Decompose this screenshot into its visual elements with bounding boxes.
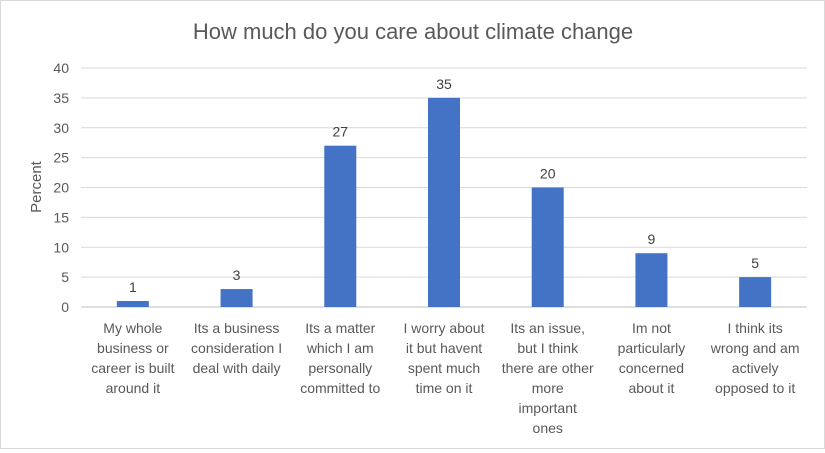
data-labels: 1 3 27 35 20 9 5 (129, 76, 759, 295)
data-label: 1 (129, 279, 137, 295)
x-tick-label: My whole business or career is built around… (91, 320, 174, 396)
x-tick-label-line: about it (628, 380, 674, 396)
y-axis-ticks: 0 5 10 15 20 25 30 35 40 (53, 60, 69, 315)
x-tick-label-line: I think its (728, 320, 783, 336)
data-label: 27 (332, 124, 348, 140)
data-label: 3 (233, 267, 241, 283)
x-tick-label-line: committed to (300, 380, 380, 396)
bar (220, 289, 253, 307)
x-tick-label-line: I worry about (404, 320, 485, 336)
bar (739, 277, 772, 307)
x-tick-label-line: there are other (502, 360, 594, 376)
data-label: 5 (751, 255, 759, 271)
x-tick-label-line: around it (106, 380, 161, 396)
x-tick-label-line: deal with daily (193, 360, 281, 376)
bar (428, 97, 460, 307)
x-tick-label: Its a business consideration I deal with d… (191, 320, 282, 376)
x-tick-label-line: concerned (619, 360, 684, 376)
x-tick-label-line: wrong and am (710, 340, 800, 356)
y-tick-label: 5 (61, 269, 69, 285)
bar (324, 145, 357, 307)
x-tick-label-line: My whole (103, 320, 162, 336)
x-tick-label: I think its wrong and am actively opposed t… (710, 320, 800, 396)
x-tick-label: Its a matter which I am personally committe… (300, 320, 380, 396)
x-tick-label-line: but I think (517, 340, 579, 356)
x-tick-label-line: consideration I (191, 340, 282, 356)
data-label: 35 (436, 76, 452, 92)
chart-title: How much do you care about climate chang… (193, 19, 633, 44)
x-tick-label-line: business or (97, 340, 169, 356)
x-tick-label: Im not particularly concerned about it (618, 320, 686, 396)
x-tick-label-line: particularly (618, 340, 686, 356)
data-label: 20 (540, 166, 556, 182)
y-tick-label: 0 (61, 299, 69, 315)
x-tick-label-line: ones (533, 420, 563, 436)
x-tick-label-line: Its a business (194, 320, 280, 336)
x-tick-label-line: actively (732, 360, 779, 376)
x-tick-label-line: opposed to it (715, 380, 795, 396)
y-tick-label: 20 (53, 180, 69, 196)
x-tick-label-line: time on it (416, 380, 473, 396)
x-tick-label-line: important (519, 400, 577, 416)
y-tick-label: 30 (53, 120, 69, 136)
y-tick-label: 40 (53, 60, 69, 76)
y-axis-label: Percent (28, 160, 45, 213)
x-tick-label-line: Im not (632, 320, 671, 336)
y-tick-label: 25 (53, 150, 69, 166)
bars (116, 97, 772, 307)
x-tick-label-line: Its a matter (305, 320, 375, 336)
x-tick-label-line: more (532, 380, 564, 396)
x-tick-label: Its an issue, but I think there are other m… (502, 320, 594, 436)
x-tick-label-line: it but havent (406, 340, 482, 356)
x-tick-label-line: which I am (306, 340, 374, 356)
bar (116, 301, 149, 307)
x-tick-label: I worry about it but havent spent much time… (404, 320, 485, 396)
y-tick-label: 15 (53, 209, 69, 225)
x-tick-label-line: Its an issue, (510, 320, 585, 336)
x-tick-label-line: career is built (91, 360, 174, 376)
y-tick-label: 10 (53, 239, 69, 255)
data-label: 9 (648, 231, 656, 247)
bar (635, 253, 668, 307)
x-axis-ticks: My whole business or career is built around… (91, 320, 799, 436)
y-tick-label: 35 (53, 90, 69, 106)
bar (531, 187, 564, 307)
x-tick-label-line: personally (308, 360, 372, 376)
x-tick-label-line: spent much (408, 360, 480, 376)
